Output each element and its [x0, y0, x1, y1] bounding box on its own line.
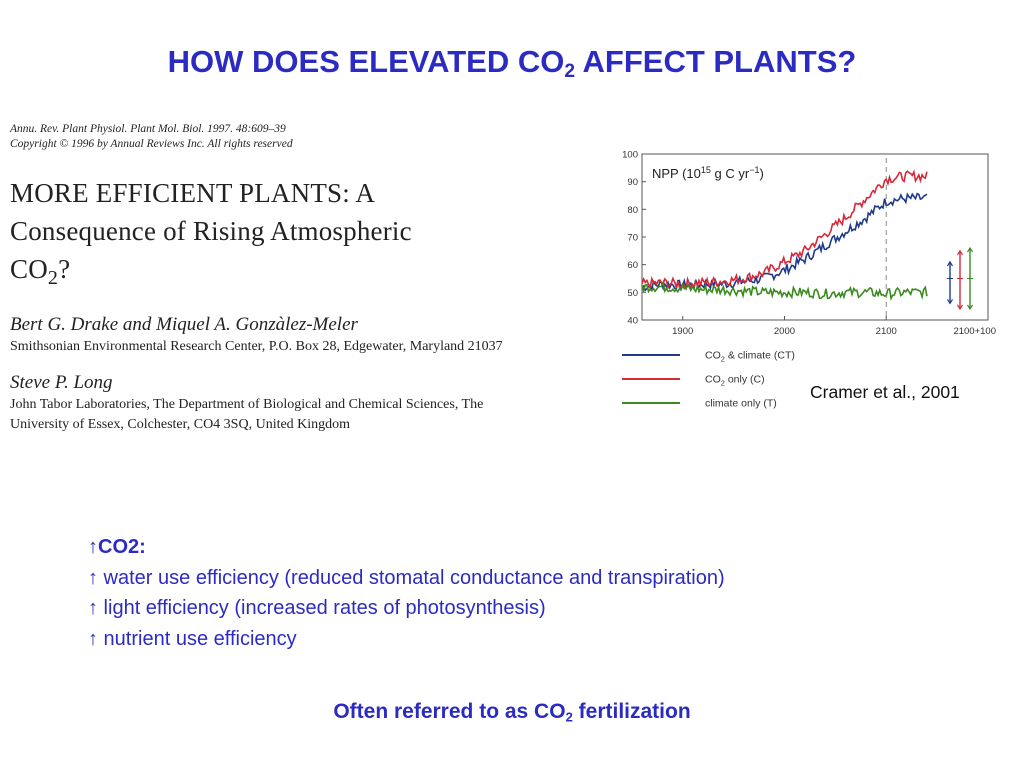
- tagline-sub: 2: [565, 709, 573, 725]
- legend-label: CO2 & climate (CT): [705, 350, 795, 364]
- error-bar-cap-bottom: [946, 299, 954, 305]
- paper-title-line2: Consequence of Rising Atmospheric: [10, 216, 412, 246]
- slide-title: HOW DOES ELEVATED CO2 AFFECT PLANTS?: [0, 44, 1024, 83]
- y-tick-label: 90: [627, 177, 638, 188]
- bullet-head: ↑CO2:: [88, 536, 146, 558]
- x-tick-label: 2000: [774, 326, 795, 337]
- slide-title-sub: 2: [564, 60, 576, 82]
- tagline: Often referred to as CO2 fertilization: [0, 700, 1024, 724]
- paper-title-line1: MORE EFFICIENT PLANTS: A: [10, 178, 376, 208]
- error-bar-cap-bottom: [966, 304, 974, 311]
- citation: Cramer et al., 2001: [810, 382, 960, 402]
- bullet-item: ↑ light efficiency (increased rates of p…: [88, 597, 546, 619]
- series-line: [641, 279, 928, 301]
- x-tick-label: 1900: [672, 326, 693, 337]
- error-bar-cap-top: [956, 249, 964, 256]
- bullet-item: ↑ water use efficiency (reduced stomatal…: [88, 566, 725, 589]
- paper-title-line3-post: ?: [58, 254, 71, 284]
- y-tick-label: 80: [627, 205, 638, 216]
- chart-legend: CO2 & climate (CT) CO2 only (C) climate on…: [622, 350, 795, 410]
- copyright-line: Copyright © 1996 by Annual Reviews Inc. …: [10, 138, 293, 150]
- slide-title-post: AFFECT PLANTS?: [575, 44, 857, 79]
- journal-citation: Annu. Rev. Plant Physiol. Plant Mol. Bio…: [10, 123, 286, 135]
- x-tick-label: 2100+100: [953, 326, 996, 337]
- y-tick-label: 50: [627, 288, 638, 299]
- paper-title-line3-sub: 2: [47, 267, 59, 289]
- series-line: [641, 192, 928, 293]
- legend-label: climate only (T): [705, 398, 777, 410]
- bullet-item: ↑ nutrient use efficiency: [88, 627, 297, 650]
- error-bar-cap-top: [946, 260, 954, 267]
- x-tick-label: 2100: [876, 326, 897, 337]
- y-tick-label: 40: [627, 316, 638, 327]
- paper-authors-2: Steve P. Long: [10, 372, 113, 393]
- chart-title: NPP (1015 g C yr−1): [652, 165, 764, 181]
- chart-lines: [641, 169, 974, 311]
- tagline-post: fertilization: [572, 700, 691, 723]
- paper-authors-1: Bert G. Drake and Miquel A. Gonzàlez-Mel…: [10, 314, 358, 335]
- paper-affiliation-1: Smithsonian Environmental Research Cente…: [10, 339, 503, 354]
- tagline-pre: Often referred to as CO: [333, 700, 566, 723]
- y-tick-label: 60: [627, 260, 638, 271]
- series-line: [641, 169, 928, 291]
- paper-title-line3-pre: CO: [10, 254, 48, 284]
- npp-chart: 40 50 60 70 80 90 100 1900 2000 2100 2100+100 NPP …: [622, 150, 996, 410]
- paper-title-line3: CO2?: [10, 250, 595, 297]
- slide-title-pre: HOW DOES ELEVATED CO: [167, 44, 565, 79]
- y-tick-label: 70: [627, 233, 638, 244]
- paper-affiliation-2-line2: University of Essex, Colchester, CO4 3SQ…: [10, 417, 351, 432]
- bullet-list: ↑CO2: ↑ water use efficiency (reduced st…: [88, 532, 725, 654]
- error-bar-cap-bottom: [956, 304, 964, 311]
- paper-affiliation-2-line1: John Tabor Laboratories, The Department …: [10, 397, 484, 412]
- paper-excerpt: Annu. Rev. Plant Physiol. Plant Mol. Bio…: [10, 122, 595, 435]
- legend-label: CO2 only (C): [705, 374, 765, 388]
- y-tick-label: 100: [622, 150, 638, 161]
- error-bar-cap-top: [966, 246, 974, 253]
- paper-title: MORE EFFICIENT PLANTS: A Consequence of …: [10, 174, 595, 297]
- chart-grid: 40 50 60 70 80 90 100 1900 2000 2100 2100+100: [622, 150, 996, 338]
